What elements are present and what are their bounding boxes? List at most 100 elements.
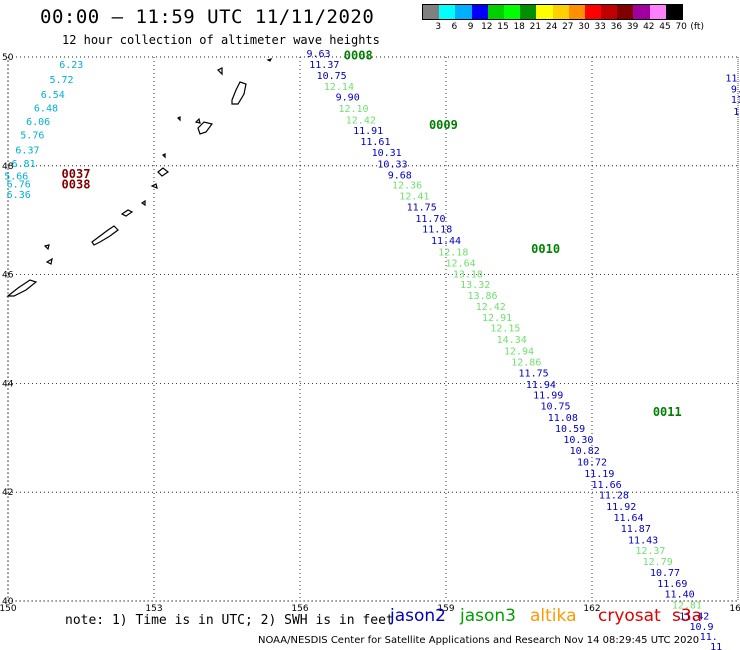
wave-height-value: 12.37	[635, 546, 665, 557]
satellite-jason3: jason3	[460, 606, 516, 626]
wave-height-value: 12.79	[643, 557, 673, 568]
wave-height-value: 11.94	[526, 380, 556, 391]
lat-tick-label: 44	[2, 379, 14, 389]
wave-height-value: 11.92	[606, 502, 636, 513]
wave-height-value: 11.42	[679, 611, 709, 622]
wave-height-value: 9.90	[336, 93, 360, 104]
legend-color-box	[584, 5, 602, 19]
wave-height-value: 10.30	[563, 435, 593, 446]
color-legend: 3 6 9 12 15 18 21 24 27 30 33 36 39 42 45 70 (ft)	[422, 4, 704, 32]
legend-label: 42	[643, 22, 655, 32]
wave-height-value: 5.76	[20, 131, 44, 142]
track-id-label: 0010	[531, 242, 560, 256]
lat-tick-label: 50	[2, 53, 14, 63]
legend-label: 12	[481, 22, 493, 32]
legend-label: 39	[626, 22, 639, 32]
wave-height-value: 11.61	[360, 137, 390, 148]
map-title: 00:00 – 11:59 UTC 11/11/2020	[40, 6, 375, 28]
legend-label: 27	[562, 22, 574, 32]
legend-label: 21	[529, 22, 542, 32]
wave-height-value: 6.54	[41, 90, 65, 101]
kuril-island	[91, 225, 119, 246]
wave-height-value: 11.64	[613, 513, 643, 524]
wave-height-value: 10.	[739, 118, 740, 129]
kuril-island	[140, 199, 146, 207]
wave-height-value: 6.37	[15, 145, 39, 156]
wave-height-value: 11.44	[431, 236, 461, 247]
wave-height-value: 11.91	[353, 126, 383, 137]
lat-lon-grid	[7, 56, 739, 602]
wave-height-value: 10.59	[555, 424, 585, 435]
wave-height-value: 12.18	[438, 248, 468, 259]
kuril-island	[150, 183, 158, 189]
wave-height-value: 11.06	[725, 73, 740, 84]
kuril-island	[231, 81, 247, 105]
map-frame	[7, 56, 739, 602]
wave-height-value: 11.87	[621, 524, 651, 535]
legend-label: 30	[578, 22, 590, 32]
wave-height-value: 13.86	[467, 291, 497, 302]
legend-color-box	[536, 5, 553, 19]
legend-color-box	[568, 5, 585, 19]
wave-height-value: 9.68	[388, 170, 412, 181]
lat-tick-label: 40	[2, 597, 14, 607]
wave-height-value: 11.6	[731, 95, 740, 106]
legend-color-box	[471, 5, 488, 19]
lat-tick-label: 48	[2, 162, 14, 172]
wave-height-value: 12.42	[476, 302, 506, 313]
wave-height-value: 10.75	[317, 71, 347, 82]
wave-height-value: 6.23	[59, 60, 83, 71]
map-subtitle: 12 hour collection of altimeter wave hei…	[62, 33, 380, 47]
wave-height-value: 5.66	[4, 171, 28, 182]
wave-height-value: 10.9	[689, 622, 713, 633]
legend-color-box	[423, 5, 440, 19]
wave-height-value: 10.31	[372, 148, 402, 159]
kuril-island	[157, 167, 170, 177]
legend-color-boxes	[422, 4, 683, 20]
wave-height-points: 6.23 5.72 6.54 6.48 6.06 5.76 6.37 6.815.666.76…	[4, 49, 740, 650]
legend-label: 70	[675, 22, 687, 32]
wave-height-value: 12.36	[392, 181, 422, 192]
lon-tick-label: 165	[729, 604, 740, 614]
legend-label: 9	[467, 22, 474, 32]
wave-height-value: 5.72	[49, 75, 73, 86]
wave-height-value: 13.32	[460, 280, 490, 291]
wave-height-value: 10.72	[577, 458, 607, 469]
wave-height-value: 11.43	[628, 535, 658, 546]
wave-height-value: 12.86	[511, 357, 541, 368]
wave-height-value: 12.10	[338, 104, 368, 115]
lon-tick-label: 153	[145, 604, 162, 614]
wave-height-value: 12.94	[504, 347, 534, 358]
wave-height-value: 6.81	[12, 159, 36, 170]
wave-height-value: 11.75	[519, 368, 549, 379]
wave-height-value: 11.75	[407, 202, 437, 213]
wave-height-value: 9.63	[306, 49, 330, 60]
legend-color-box	[503, 5, 521, 19]
lat-tick-label: 42	[2, 488, 13, 498]
legend-label: 45	[659, 22, 671, 32]
wave-height-value: 11.99	[533, 391, 563, 402]
wave-height-value: 11	[710, 642, 722, 650]
wave-height-value: 6.48	[34, 103, 58, 114]
legend-color-box	[487, 5, 504, 19]
wave-height-value: 11.18	[422, 225, 452, 236]
wave-height-value: 11.	[700, 632, 718, 643]
lon-tick-label: 156	[291, 604, 308, 614]
legend-color-box	[552, 5, 569, 19]
wave-height-value: 11.70	[415, 214, 445, 225]
legend-color-box	[439, 5, 456, 19]
legend-color-box	[601, 5, 618, 19]
wave-height-value: 11.66	[592, 480, 622, 491]
wave-height-value: 10.77	[650, 568, 680, 579]
wave-height-value: 11.40	[665, 590, 695, 601]
wave-height-value: 6.76	[7, 180, 31, 191]
wave-height-value: 11.08	[548, 413, 578, 424]
legend-label: 24	[545, 22, 558, 32]
legend-color-box	[649, 5, 666, 19]
satellite-cryosat: cryosat	[598, 606, 661, 626]
wave-height-value: 10.33	[377, 159, 407, 170]
kuril-island	[176, 116, 181, 122]
lat-tick-label: 46	[2, 271, 14, 281]
